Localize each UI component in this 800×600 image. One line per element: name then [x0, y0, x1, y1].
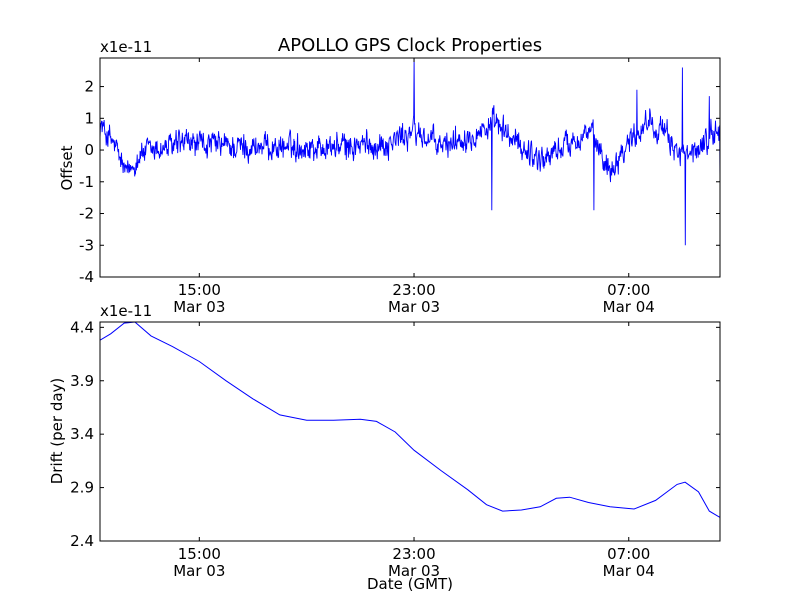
offset-ytick-label: -1	[79, 173, 94, 191]
drift-xtick-label: 23:00 Mar 03	[388, 545, 440, 580]
offset-ytick-label: 1	[84, 109, 94, 127]
offset-ytick-label: 2	[84, 78, 94, 96]
offset-xtick-label: 07:00 Mar 04	[603, 281, 655, 316]
offset-series-line	[100, 58, 720, 246]
offset-xtick-label: 15:00 Mar 03	[173, 281, 225, 316]
drift-ylabel: Drift (per day)	[48, 378, 66, 485]
drift-ytick-label: 3.9	[70, 372, 94, 390]
drift-exponent-label: x1e-11	[100, 302, 152, 320]
offset-ytick-label: -4	[79, 268, 94, 286]
offset-plot-area: -4 -3 -2 -1 0 1 2 15:00 Mar 03 23:00 Mar 03 07:00 Ma…	[79, 57, 721, 316]
offset-exponent-label: x1e-11	[100, 38, 152, 56]
drift-panel: x1e-11 Drift (per day) 2.4 2.9 3.4 3.9 4.4 15…	[48, 302, 721, 580]
offset-ytick-label: 0	[84, 141, 94, 159]
drift-ytick-label: 2.9	[70, 479, 94, 497]
offset-ytick-label: -2	[79, 205, 94, 223]
offset-xtick-label: 23:00 Mar 03	[388, 281, 440, 316]
drift-ytick-label: 2.4	[70, 532, 94, 550]
drift-plot-area: 2.4 2.9 3.4 3.9 4.4 15:00 Mar 03 23:00 Mar 03 07:…	[70, 318, 721, 580]
offset-axes-frame	[99, 57, 721, 278]
drift-xtick-label: 15:00 Mar 03	[173, 545, 225, 580]
offset-ytick-label: -3	[79, 236, 94, 254]
drift-ytick-label: 4.4	[70, 318, 94, 336]
drift-series-line	[100, 322, 720, 519]
drift-axes-frame	[99, 321, 721, 542]
drift-xtick-label: 07:00 Mar 04	[603, 545, 655, 580]
chart-title: APOLLO GPS Clock Properties	[278, 35, 542, 56]
x-axis-label: Date (GMT)	[367, 575, 453, 593]
drift-ytick-label: 3.4	[70, 425, 94, 443]
offset-panel: x1e-11 Offset -4 -3 -2 -1 0 1 2 15:00 Mar 03 23:0…	[58, 38, 721, 316]
offset-ylabel: Offset	[58, 145, 76, 190]
